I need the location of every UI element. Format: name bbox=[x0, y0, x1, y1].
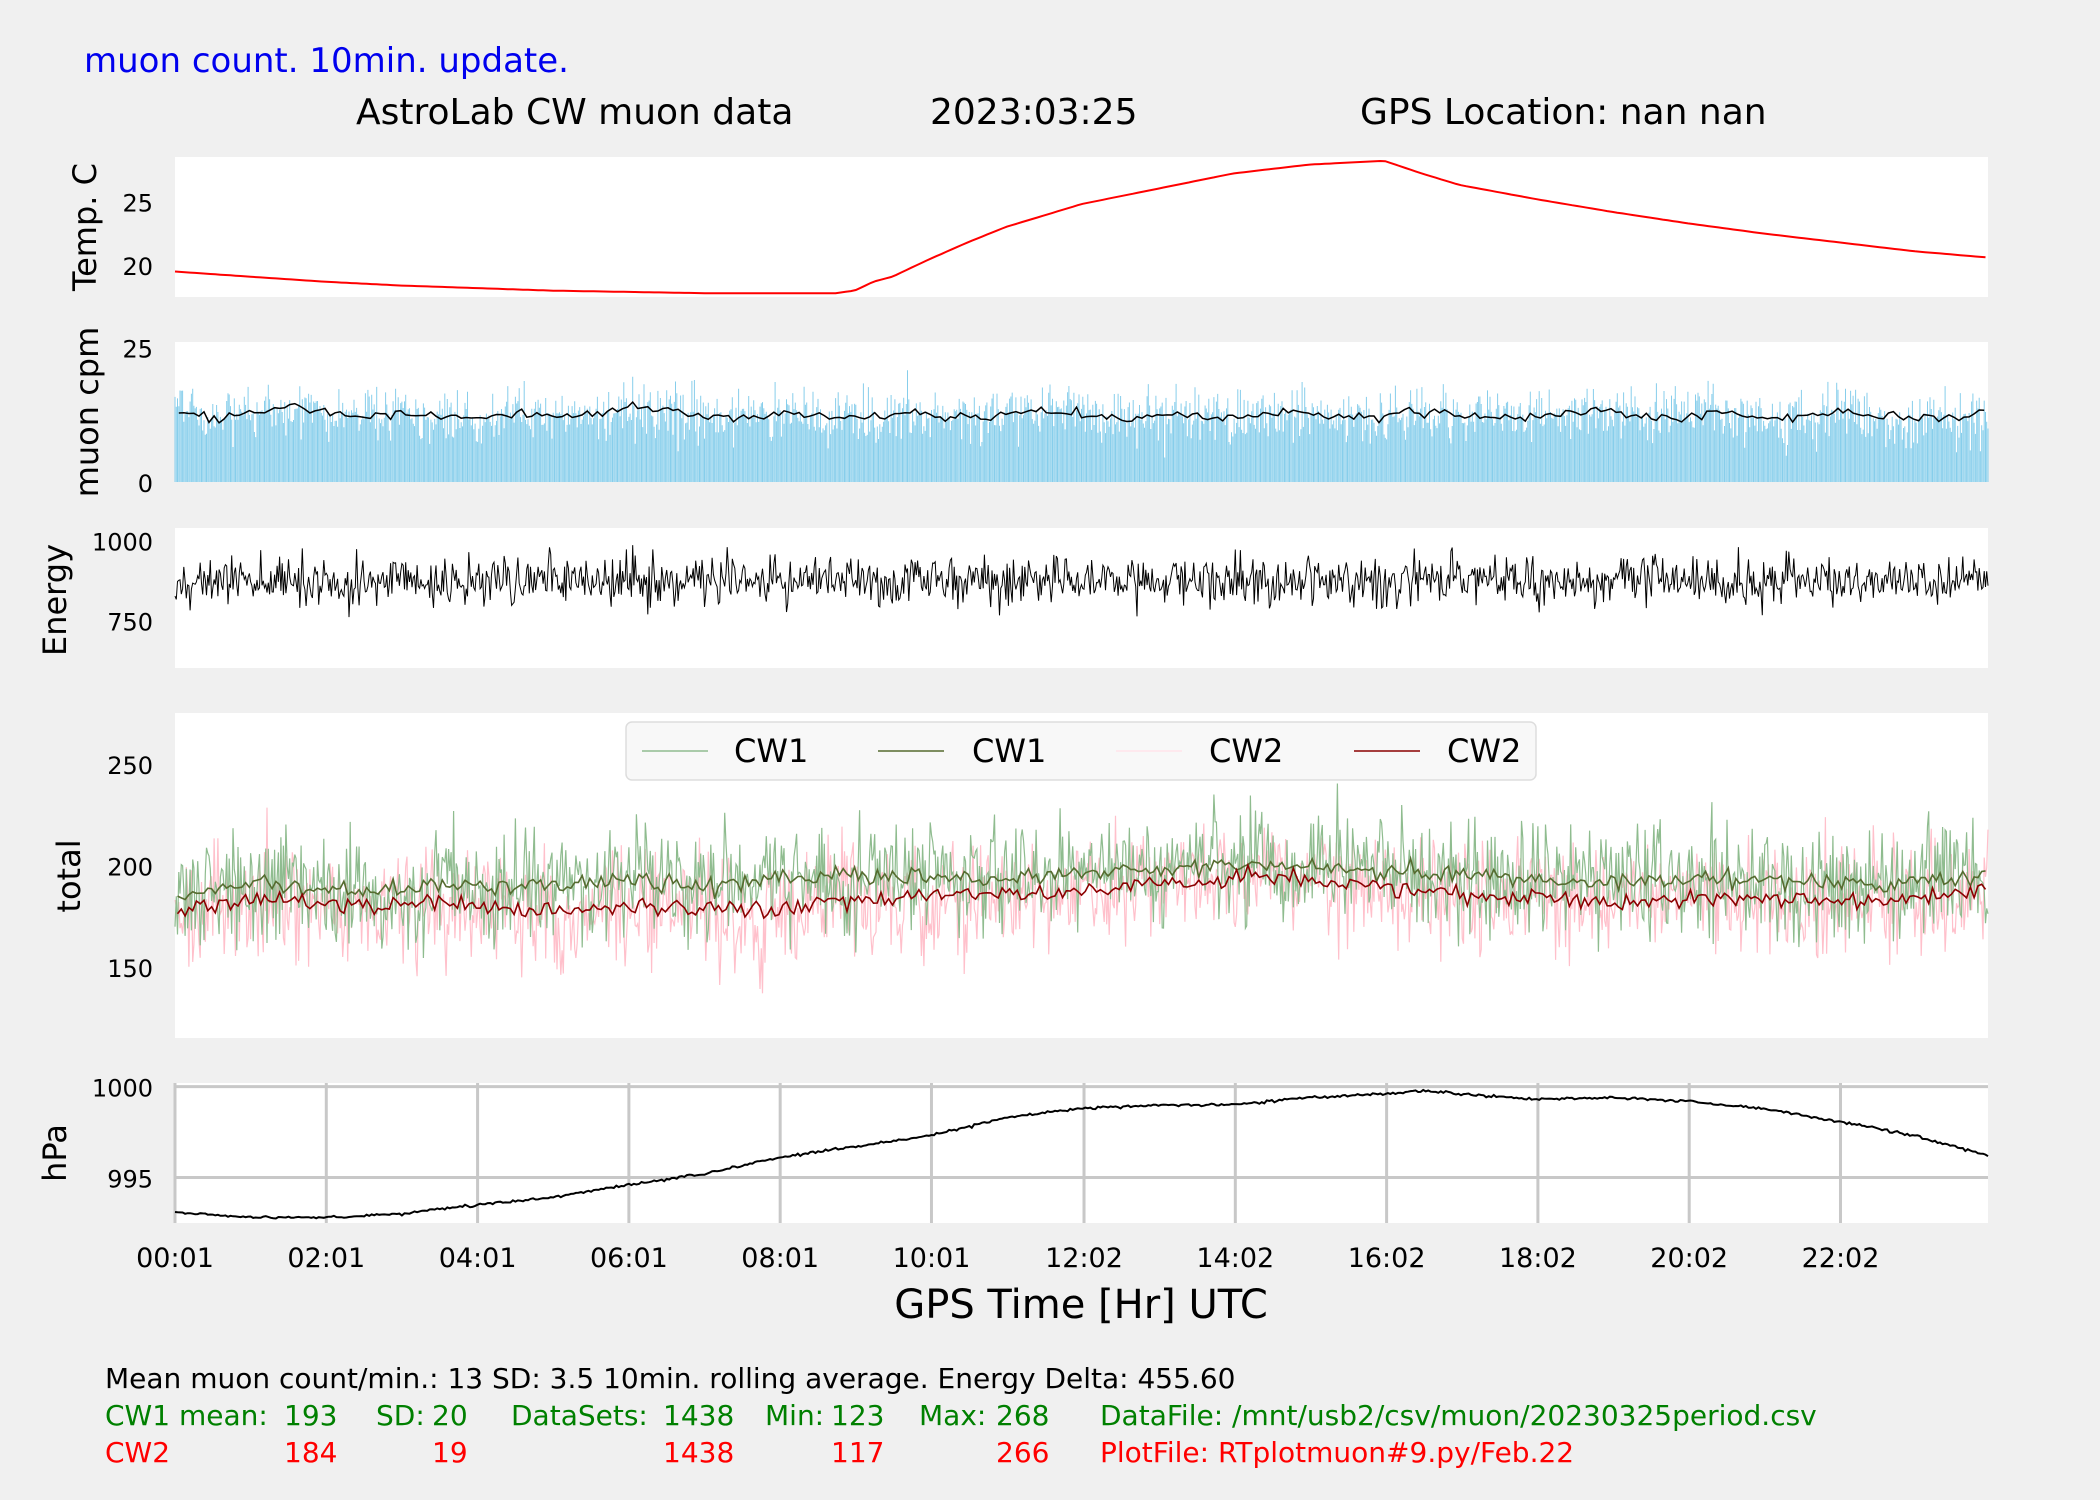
cw2-datasets-value: 1438 bbox=[663, 1436, 734, 1469]
cw2-min-value: 117 bbox=[831, 1436, 884, 1469]
total-legend: CW1 CW1 CW2 CW2 bbox=[625, 721, 1537, 781]
total-ytick: 150 bbox=[107, 955, 153, 983]
chart-date: 2023:03:25 bbox=[930, 92, 1138, 133]
temperature-plot-area bbox=[175, 157, 1988, 297]
x-tick-label: 00:01 bbox=[136, 1243, 214, 1274]
x-tick-label: 12:02 bbox=[1045, 1243, 1123, 1274]
cw1-sd-value: 20 bbox=[432, 1399, 468, 1432]
chart-title: AstroLab CW muon data bbox=[356, 92, 793, 133]
cw1-stats-row: CW1 mean: 193 SD: 20 DataSets: 1438 Min:… bbox=[105, 1399, 1817, 1432]
temperature-ytick: 20 bbox=[122, 253, 153, 281]
update-note: muon count. 10min. update. bbox=[84, 41, 569, 81]
muon-cpm-panel: 0 25 muon cpm bbox=[68, 327, 1989, 498]
data-file: DataFile: /mnt/usb2/csv/muon/20230325per… bbox=[1100, 1399, 1817, 1432]
cw1-rolling-line bbox=[177, 855, 1986, 901]
energy-ytick: 1000 bbox=[92, 529, 153, 557]
temperature-ylabel: Temp. C bbox=[66, 163, 104, 292]
pressure-panel: 995 1000 hPa 00:01 02:01 04:01 06:01 08:01 10:… bbox=[36, 1075, 1989, 1328]
temperature-ytick: 25 bbox=[122, 190, 153, 218]
muon-cpm-ytick: 0 bbox=[138, 470, 153, 498]
x-axis-label: GPS Time [Hr] UTC bbox=[894, 1282, 1268, 1328]
cw1-mean-value: 193 bbox=[284, 1399, 337, 1432]
pressure-ylabel: hPa bbox=[36, 1124, 74, 1182]
x-tick-label: 06:01 bbox=[590, 1243, 668, 1274]
pressure-line bbox=[174, 1088, 1989, 1220]
legend-label-cw1-raw: CW1 bbox=[734, 732, 808, 770]
x-tick-label: 18:02 bbox=[1499, 1243, 1577, 1274]
cw2-sd-value: 19 bbox=[432, 1436, 468, 1469]
total-ytick: 200 bbox=[107, 853, 153, 881]
energy-plot-area bbox=[175, 528, 1988, 668]
cw1-max-value: 268 bbox=[996, 1399, 1049, 1432]
cw1-raw-line bbox=[174, 783, 1989, 959]
cw2-stats-row: CW2 184 19 1438 117 266 PlotFile: RTplot… bbox=[105, 1436, 1574, 1469]
x-tick-label: 02:01 bbox=[287, 1243, 365, 1274]
muon-rolling-average-line bbox=[178, 400, 1985, 424]
legend-label-cw1-avg: CW1 bbox=[972, 732, 1046, 770]
cw1-sd-label: SD: bbox=[376, 1399, 425, 1432]
plot-file: PlotFile: RTplotmuon#9.py/Feb.22 bbox=[1100, 1436, 1574, 1469]
x-tick-label: 16:02 bbox=[1348, 1243, 1426, 1274]
legend-label-cw2-avg: CW2 bbox=[1447, 732, 1521, 770]
x-tick-label: 04:01 bbox=[439, 1243, 517, 1274]
cw1-datasets-value: 1438 bbox=[663, 1399, 734, 1432]
energy-ytick: 750 bbox=[107, 608, 153, 636]
muon-cpm-ytick: 25 bbox=[122, 335, 153, 363]
cw1-max-label: Max: bbox=[919, 1399, 986, 1432]
temperature-panel: 20 25 Temp. C bbox=[66, 157, 1988, 297]
gps-location: GPS Location: nan nan bbox=[1360, 92, 1767, 133]
energy-panel: 750 1000 Energy bbox=[36, 528, 1989, 668]
muon-cpm-ylabel: muon cpm bbox=[68, 327, 106, 498]
cw1-datasets-label: DataSets: bbox=[511, 1399, 648, 1432]
x-tick-label: 08:01 bbox=[741, 1243, 819, 1274]
cw2-mean-value: 184 bbox=[284, 1436, 337, 1469]
legend-label-cw2-raw: CW2 bbox=[1209, 732, 1283, 770]
x-tick-label: 22:02 bbox=[1802, 1243, 1880, 1274]
x-tick-label: 14:02 bbox=[1196, 1243, 1274, 1274]
cw1-min-label: Min: bbox=[765, 1399, 824, 1432]
x-tick-label: 10:01 bbox=[893, 1243, 971, 1274]
energy-ylabel: Energy bbox=[36, 544, 74, 656]
cw2-label: CW2 bbox=[105, 1436, 170, 1469]
cw1-mean-label: CW1 mean: bbox=[105, 1399, 268, 1432]
total-ytick: 250 bbox=[107, 752, 153, 780]
total-ylabel: total bbox=[50, 839, 88, 912]
legend-box bbox=[625, 721, 1537, 781]
cw1-min-value: 123 bbox=[831, 1399, 884, 1432]
cw2-max-value: 266 bbox=[996, 1436, 1049, 1469]
energy-line bbox=[174, 545, 1989, 618]
temperature-line bbox=[174, 159, 1986, 295]
muon-cpm-bars bbox=[174, 370, 1989, 482]
pressure-ytick: 995 bbox=[107, 1166, 153, 1194]
x-tick-label: 20:02 bbox=[1650, 1243, 1728, 1274]
total-panel: 150 200 250 total CW1 CW1 CW2 CW2 bbox=[50, 713, 1989, 1038]
cw2-rolling-line bbox=[176, 862, 1987, 920]
pressure-ytick: 1000 bbox=[92, 1075, 153, 1103]
stats-summary: Mean muon count/min.: 13 SD: 3.5 10min. … bbox=[105, 1362, 1235, 1395]
